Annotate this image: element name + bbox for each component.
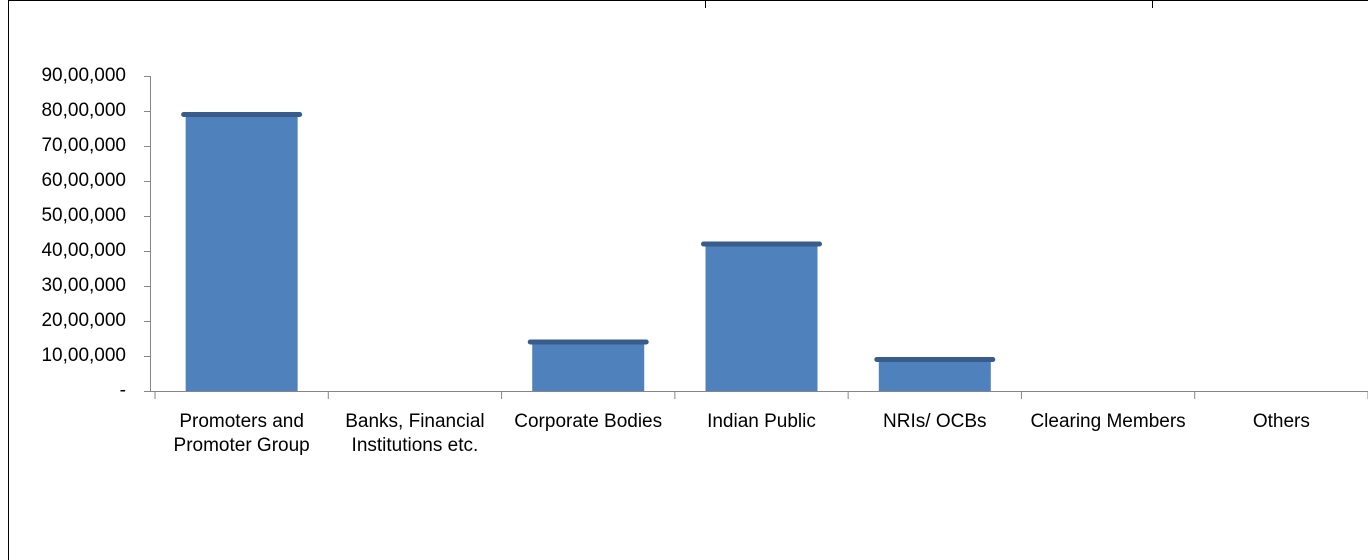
y-tick-label: 70,00,000 bbox=[41, 135, 126, 156]
y-tick-label: 90,00,000 bbox=[41, 65, 126, 86]
x-tick-label: Banks, Financial Institutions etc. bbox=[345, 411, 485, 456]
bar bbox=[532, 342, 645, 391]
chart-frame bbox=[8, 0, 1368, 560]
y-tick-label: - bbox=[120, 380, 126, 401]
y-tick-label: 60,00,000 bbox=[41, 170, 126, 191]
bar bbox=[185, 114, 298, 391]
bar bbox=[705, 244, 818, 391]
bar bbox=[878, 359, 991, 391]
x-tick-label: Corporate Bodies bbox=[514, 411, 663, 432]
y-tick-label: 40,00,000 bbox=[41, 240, 126, 261]
y-tick-label: 50,00,000 bbox=[41, 205, 126, 226]
y-tick-label: 30,00,000 bbox=[41, 275, 126, 296]
x-tick-label: Others bbox=[1252, 411, 1310, 432]
x-tick-label: Indian Public bbox=[707, 411, 816, 432]
x-tick-label: Promoters and Promoter Group bbox=[173, 411, 310, 456]
y-tick-label: 20,00,000 bbox=[41, 310, 126, 331]
y-tick-label: 10,00,000 bbox=[41, 345, 126, 366]
y-tick-label: 80,00,000 bbox=[41, 100, 126, 121]
x-tick-label: NRIs/ OCBs bbox=[883, 411, 987, 432]
x-tick-label: Clearing Members bbox=[1030, 411, 1186, 432]
